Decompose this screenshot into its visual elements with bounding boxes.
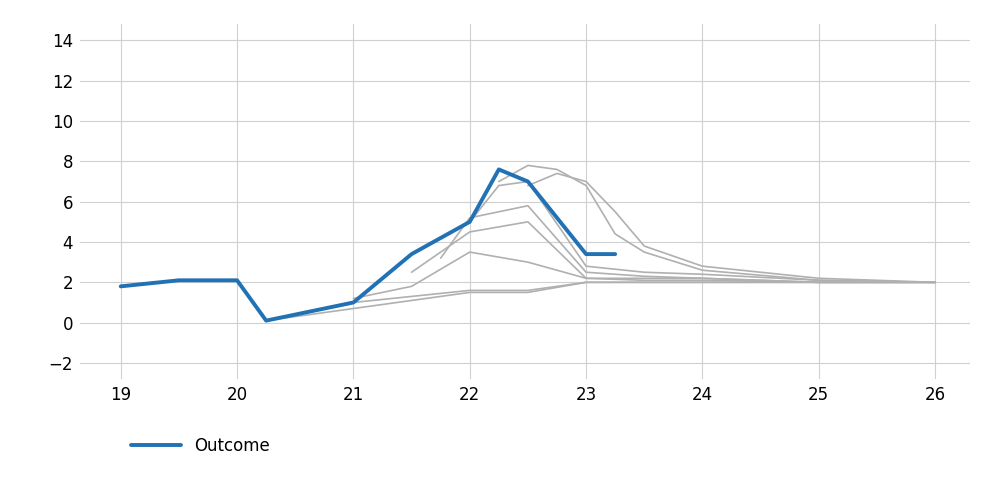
Outcome: [406, 251, 418, 257]
Outcome: [231, 278, 243, 283]
Outcome: [115, 283, 127, 289]
Outcome: [522, 179, 534, 185]
Outcome: [347, 299, 359, 305]
Legend: Outcome: Outcome: [124, 430, 276, 461]
Outcome: [609, 251, 621, 257]
Outcome: [464, 219, 476, 225]
Outcome: [580, 251, 592, 257]
Line: Outcome: Outcome: [121, 170, 615, 321]
Outcome: [318, 306, 330, 312]
Outcome: [173, 278, 185, 283]
Outcome: [260, 318, 272, 324]
Outcome: [493, 167, 505, 173]
